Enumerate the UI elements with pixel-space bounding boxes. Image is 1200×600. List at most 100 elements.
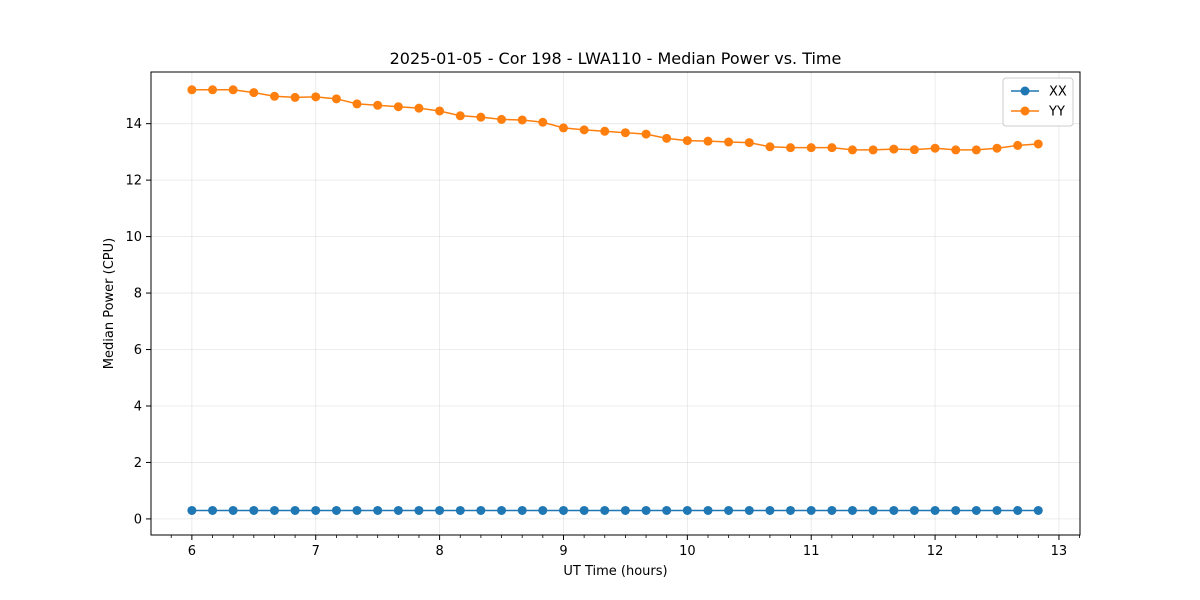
data-point-yy xyxy=(909,145,919,155)
x-tick-label: 9 xyxy=(559,544,567,559)
data-point-xx xyxy=(538,505,548,515)
data-point-xx xyxy=(455,505,465,515)
data-point-yy xyxy=(331,94,341,104)
data-point-xx xyxy=(992,505,1002,515)
data-point-yy xyxy=(393,102,403,112)
x-axis-label: UT Time (hours) xyxy=(563,564,667,579)
data-point-xx xyxy=(435,505,445,515)
data-point-yy xyxy=(497,114,507,124)
data-point-xx xyxy=(930,505,940,515)
data-point-yy xyxy=(435,106,445,116)
y-tick-label: 4 xyxy=(134,399,142,414)
data-point-yy xyxy=(744,138,754,148)
data-point-yy xyxy=(270,91,279,101)
data-point-yy xyxy=(249,88,259,98)
y-tick-label: 10 xyxy=(125,230,142,245)
legend: XX YY xyxy=(1002,77,1074,127)
data-point-xx xyxy=(600,505,610,515)
x-tick-label: 11 xyxy=(803,544,820,559)
data-point-xx xyxy=(249,505,259,515)
data-point-yy xyxy=(971,145,981,155)
data-point-xx xyxy=(868,505,878,515)
data-point-yy xyxy=(682,136,692,146)
data-point-yy xyxy=(847,145,857,155)
legend-label-xx: XX xyxy=(1049,85,1067,100)
x-tick-label: 7 xyxy=(312,544,320,559)
data-point-xx xyxy=(414,505,424,515)
data-point-xx xyxy=(971,505,981,515)
data-point-yy xyxy=(208,85,218,95)
y-tick-label: 12 xyxy=(125,174,142,189)
data-point-yy xyxy=(930,143,940,153)
x-tick-label: 13 xyxy=(1051,544,1068,559)
data-point-yy xyxy=(868,145,878,155)
data-point-yy xyxy=(703,136,713,146)
data-point-xx xyxy=(373,505,383,515)
legend-box xyxy=(1002,77,1074,127)
data-point-yy xyxy=(311,92,321,102)
data-point-yy xyxy=(951,145,961,155)
plot-frame xyxy=(150,71,1081,536)
x-tick-label: 12 xyxy=(927,544,944,559)
data-point-yy xyxy=(373,100,383,110)
series-layer xyxy=(187,85,1043,515)
data-point-yy xyxy=(827,143,837,153)
data-point-xx xyxy=(331,505,341,515)
data-point-yy xyxy=(558,123,568,133)
data-point-xx xyxy=(1033,505,1043,515)
data-point-xx xyxy=(827,505,837,515)
data-point-yy xyxy=(620,128,630,138)
data-point-xx xyxy=(889,505,899,515)
data-point-yy xyxy=(806,143,816,153)
data-point-yy xyxy=(538,117,548,127)
data-point-yy xyxy=(889,144,899,154)
data-point-xx xyxy=(497,505,507,515)
data-point-yy xyxy=(352,99,362,109)
data-point-yy xyxy=(290,92,300,102)
data-point-xx xyxy=(786,505,796,515)
data-point-yy xyxy=(662,133,672,143)
y-tick-label: 0 xyxy=(134,512,142,527)
y-axis-label: Median Power (CPU) xyxy=(102,238,117,369)
data-point-yy xyxy=(1013,140,1023,150)
data-point-yy xyxy=(517,115,527,125)
y-tick-label: 8 xyxy=(134,287,142,302)
data-point-xx xyxy=(517,505,527,515)
data-point-xx xyxy=(662,505,672,515)
x-tick-label: 6 xyxy=(188,544,196,559)
data-point-xx xyxy=(476,505,486,515)
data-point-yy xyxy=(992,143,1002,153)
data-point-xx xyxy=(558,505,568,515)
y-tick-label: 6 xyxy=(134,343,142,358)
x-tick-label: 10 xyxy=(679,544,696,559)
data-point-xx xyxy=(641,505,651,515)
data-point-xx xyxy=(290,505,300,515)
legend-marker-xx xyxy=(1020,86,1030,96)
data-point-xx xyxy=(393,505,403,515)
data-point-xx xyxy=(765,505,775,515)
data-point-xx xyxy=(620,505,630,515)
data-point-xx xyxy=(311,505,321,515)
data-point-xx xyxy=(187,505,197,515)
data-point-yy xyxy=(1033,139,1043,149)
data-point-yy xyxy=(476,112,486,122)
data-point-yy xyxy=(579,125,589,135)
data-point-yy xyxy=(641,129,651,139)
data-point-xx xyxy=(806,505,816,515)
data-point-xx xyxy=(724,505,734,515)
data-point-xx xyxy=(682,505,692,515)
data-point-yy xyxy=(786,143,796,153)
data-point-yy xyxy=(228,85,238,95)
data-point-xx xyxy=(744,505,754,515)
data-point-xx xyxy=(228,505,238,515)
data-point-xx xyxy=(909,505,919,515)
data-point-yy xyxy=(765,142,775,152)
data-point-yy xyxy=(414,103,424,113)
data-point-xx xyxy=(703,505,713,515)
legend-marker-yy xyxy=(1020,106,1030,116)
y-tick-label: 2 xyxy=(134,456,142,471)
chart-title: 2025-01-05 - Cor 198 - LWA110 - Median P… xyxy=(390,49,842,68)
